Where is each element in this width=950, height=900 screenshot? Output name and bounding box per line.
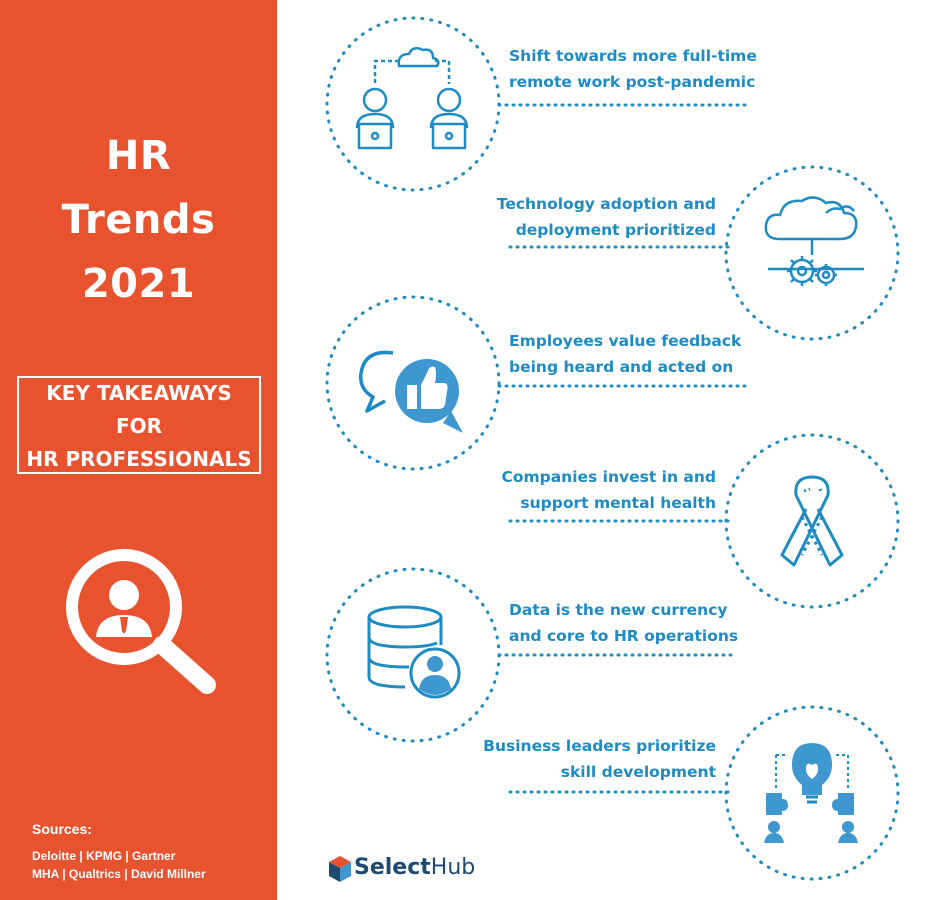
selecthub-wordmark: SelectHub bbox=[354, 855, 475, 880]
database-user-icon bbox=[325, 567, 501, 743]
trend-5-line-2: and core to HR operations bbox=[509, 627, 739, 645]
key-takeaways-box: KEY TAKEAWAYS FOR HR PROFESSIONALS bbox=[17, 376, 261, 474]
sources-line-2: MHA | Qualtrics | David Millner bbox=[32, 867, 206, 881]
trend-6-line-2: skill development bbox=[560, 763, 716, 781]
trend-5-divider bbox=[497, 653, 733, 657]
trend-2-line-1: Technology adoption and bbox=[496, 195, 716, 213]
trend-2-divider bbox=[508, 245, 730, 249]
trend-6-text: Business leaders prioritize skill develo… bbox=[480, 733, 716, 785]
trend-2-text: Technology adoption and deployment prior… bbox=[480, 191, 716, 243]
trend-4-line-2: support mental health bbox=[520, 494, 716, 512]
title-line-1: HR bbox=[105, 133, 172, 179]
lightbulb-puzzle-team-icon bbox=[724, 705, 900, 881]
title-line-3: 2021 bbox=[81, 261, 196, 307]
trend-2-line-2: deployment prioritized bbox=[515, 221, 716, 239]
remote-workers-cloud-icon bbox=[325, 16, 501, 192]
takeaways-line-1: KEY TAKEAWAYS bbox=[46, 381, 232, 405]
trend-4-text: Companies invest in and support mental h… bbox=[480, 464, 716, 516]
selecthub-logo-mark-icon bbox=[329, 856, 351, 882]
trend-5-line-1: Data is the new currency bbox=[509, 601, 728, 619]
trend-6-divider bbox=[508, 790, 730, 794]
title-line-2: Trends bbox=[61, 197, 216, 243]
trend-3-line-2: being heard and acted on bbox=[509, 358, 734, 376]
sources-title: Sources: bbox=[32, 821, 92, 837]
brand-name-light: Hub bbox=[430, 855, 476, 880]
trend-4-divider bbox=[508, 519, 730, 523]
trend-1-line-2: remote work post-pandemic bbox=[509, 73, 756, 91]
feedback-thumbs-up-icon bbox=[325, 295, 501, 471]
magnifier-person-icon bbox=[66, 549, 216, 694]
trend-1-text: Shift towards more full-time remote work… bbox=[509, 43, 757, 95]
trend-4-line-1: Companies invest in and bbox=[501, 468, 716, 486]
trend-1-divider bbox=[497, 103, 753, 107]
takeaways-line-3: HR PROFESSIONALS bbox=[26, 447, 252, 471]
trend-6-line-1: Business leaders prioritize bbox=[483, 737, 716, 755]
awareness-ribbon-icon bbox=[724, 433, 900, 609]
trend-3-divider bbox=[497, 384, 753, 388]
trend-1-line-1: Shift towards more full-time bbox=[509, 47, 757, 65]
cloud-gears-icon bbox=[724, 165, 900, 341]
takeaways-line-2: FOR bbox=[115, 414, 163, 438]
trend-3-line-1: Employees value feedback bbox=[509, 332, 742, 350]
trend-5-text: Data is the new currency and core to HR … bbox=[509, 597, 738, 649]
trend-3-text: Employees value feedback being heard and… bbox=[509, 328, 741, 380]
brand-name-bold: Select bbox=[354, 855, 431, 880]
sidebar-panel: HR Trends 2021 KEY TAKEAWAYS FOR HR PROF… bbox=[0, 0, 277, 900]
sources-line-1: Deloitte | KPMG | Gartner bbox=[32, 849, 176, 863]
